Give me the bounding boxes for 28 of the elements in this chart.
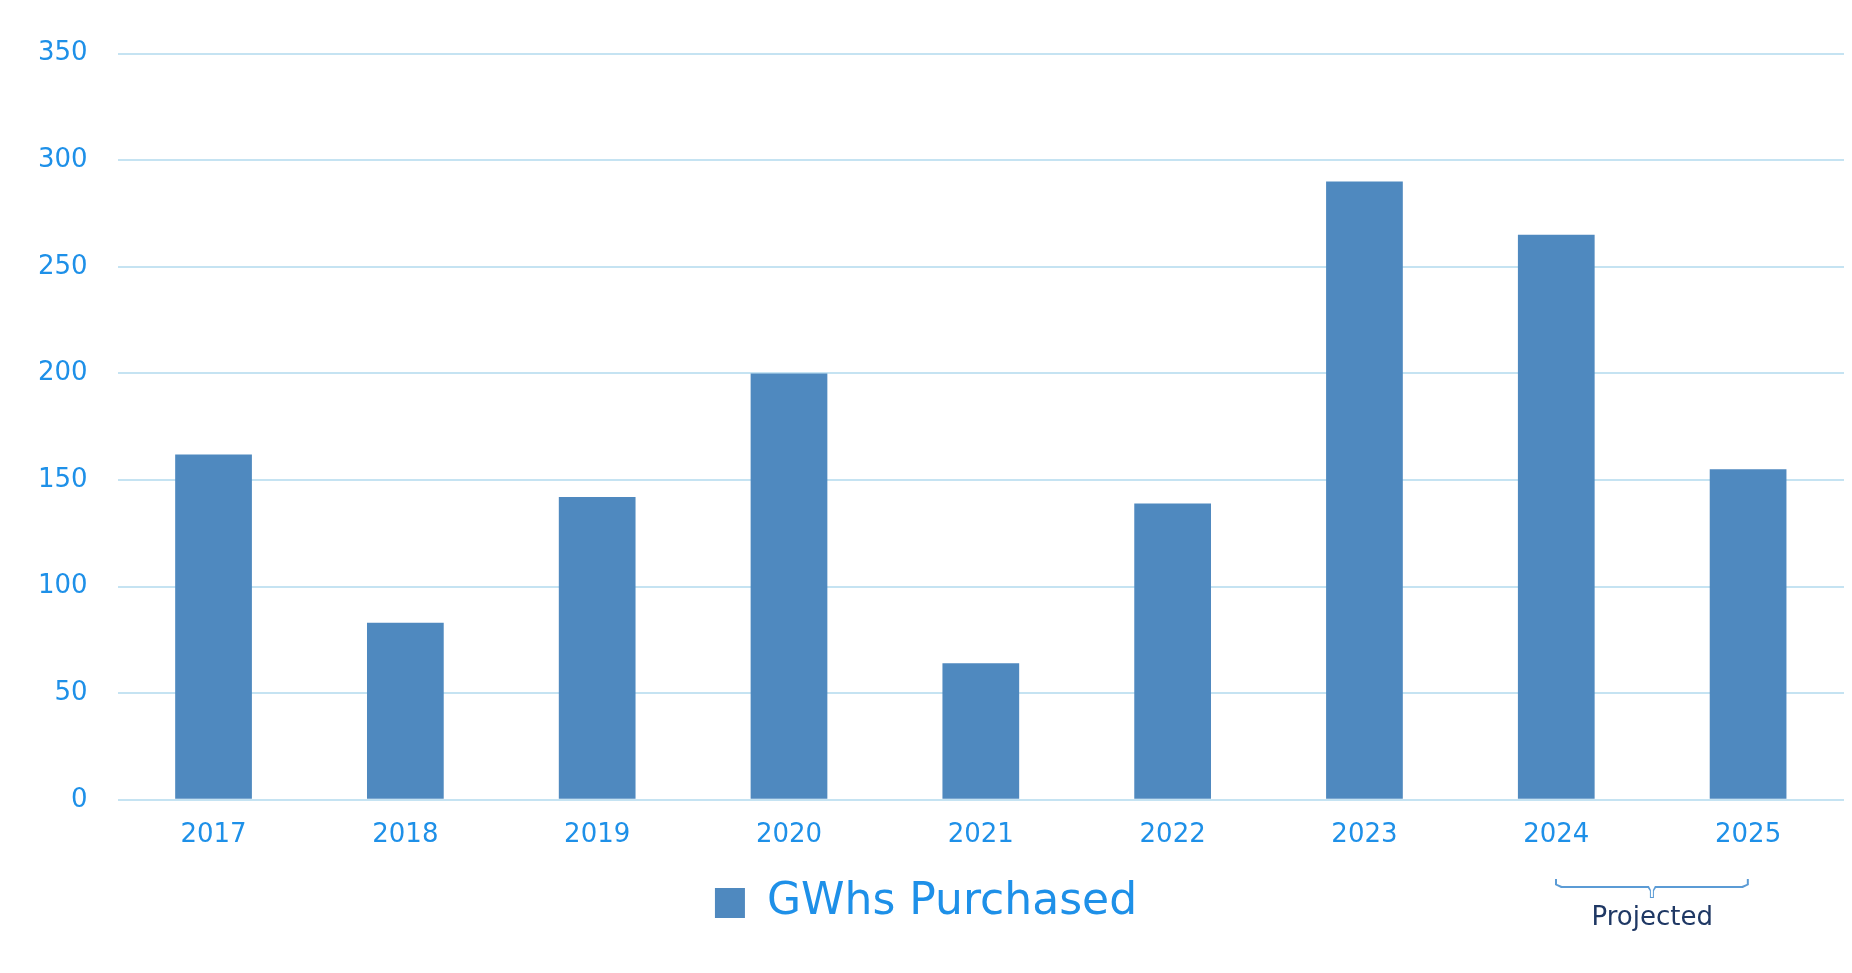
- bar: [366, 622, 444, 799]
- y-tick-label: 200: [37, 356, 88, 387]
- y-tick-label: 0: [71, 782, 88, 813]
- bar: [750, 373, 828, 799]
- bar: [1709, 469, 1787, 799]
- bar: [558, 497, 636, 799]
- x-tick-label: 2025: [1715, 818, 1782, 849]
- x-tick-label: 2022: [1139, 818, 1206, 849]
- y-tick-label: 100: [37, 569, 88, 600]
- bar: [942, 663, 1020, 799]
- text: Projected: [1590, 901, 1714, 931]
- y-tick-label: 150: [37, 462, 88, 493]
- legend-label: GWhs Purchased: [766, 873, 1138, 925]
- x-tick-label: 2017: [180, 818, 247, 849]
- x-tick-label: 2023: [1331, 818, 1398, 849]
- y-tick-label: 50: [54, 675, 88, 706]
- x-tick-label: 2020: [755, 818, 823, 849]
- bar: [1326, 181, 1403, 799]
- bar: [1134, 503, 1211, 799]
- x-tick-label: 2018: [372, 818, 439, 849]
- y-tick-label: 350: [37, 36, 88, 67]
- x-tick-label: 2024: [1523, 818, 1590, 849]
- bar: [1517, 234, 1595, 799]
- y-tick-label: 250: [37, 249, 88, 280]
- x-tick-label: 2019: [564, 818, 631, 849]
- x-tick-label: 2021: [947, 818, 1014, 849]
- y-tick-label: 300: [37, 142, 88, 173]
- bar: [175, 454, 252, 799]
